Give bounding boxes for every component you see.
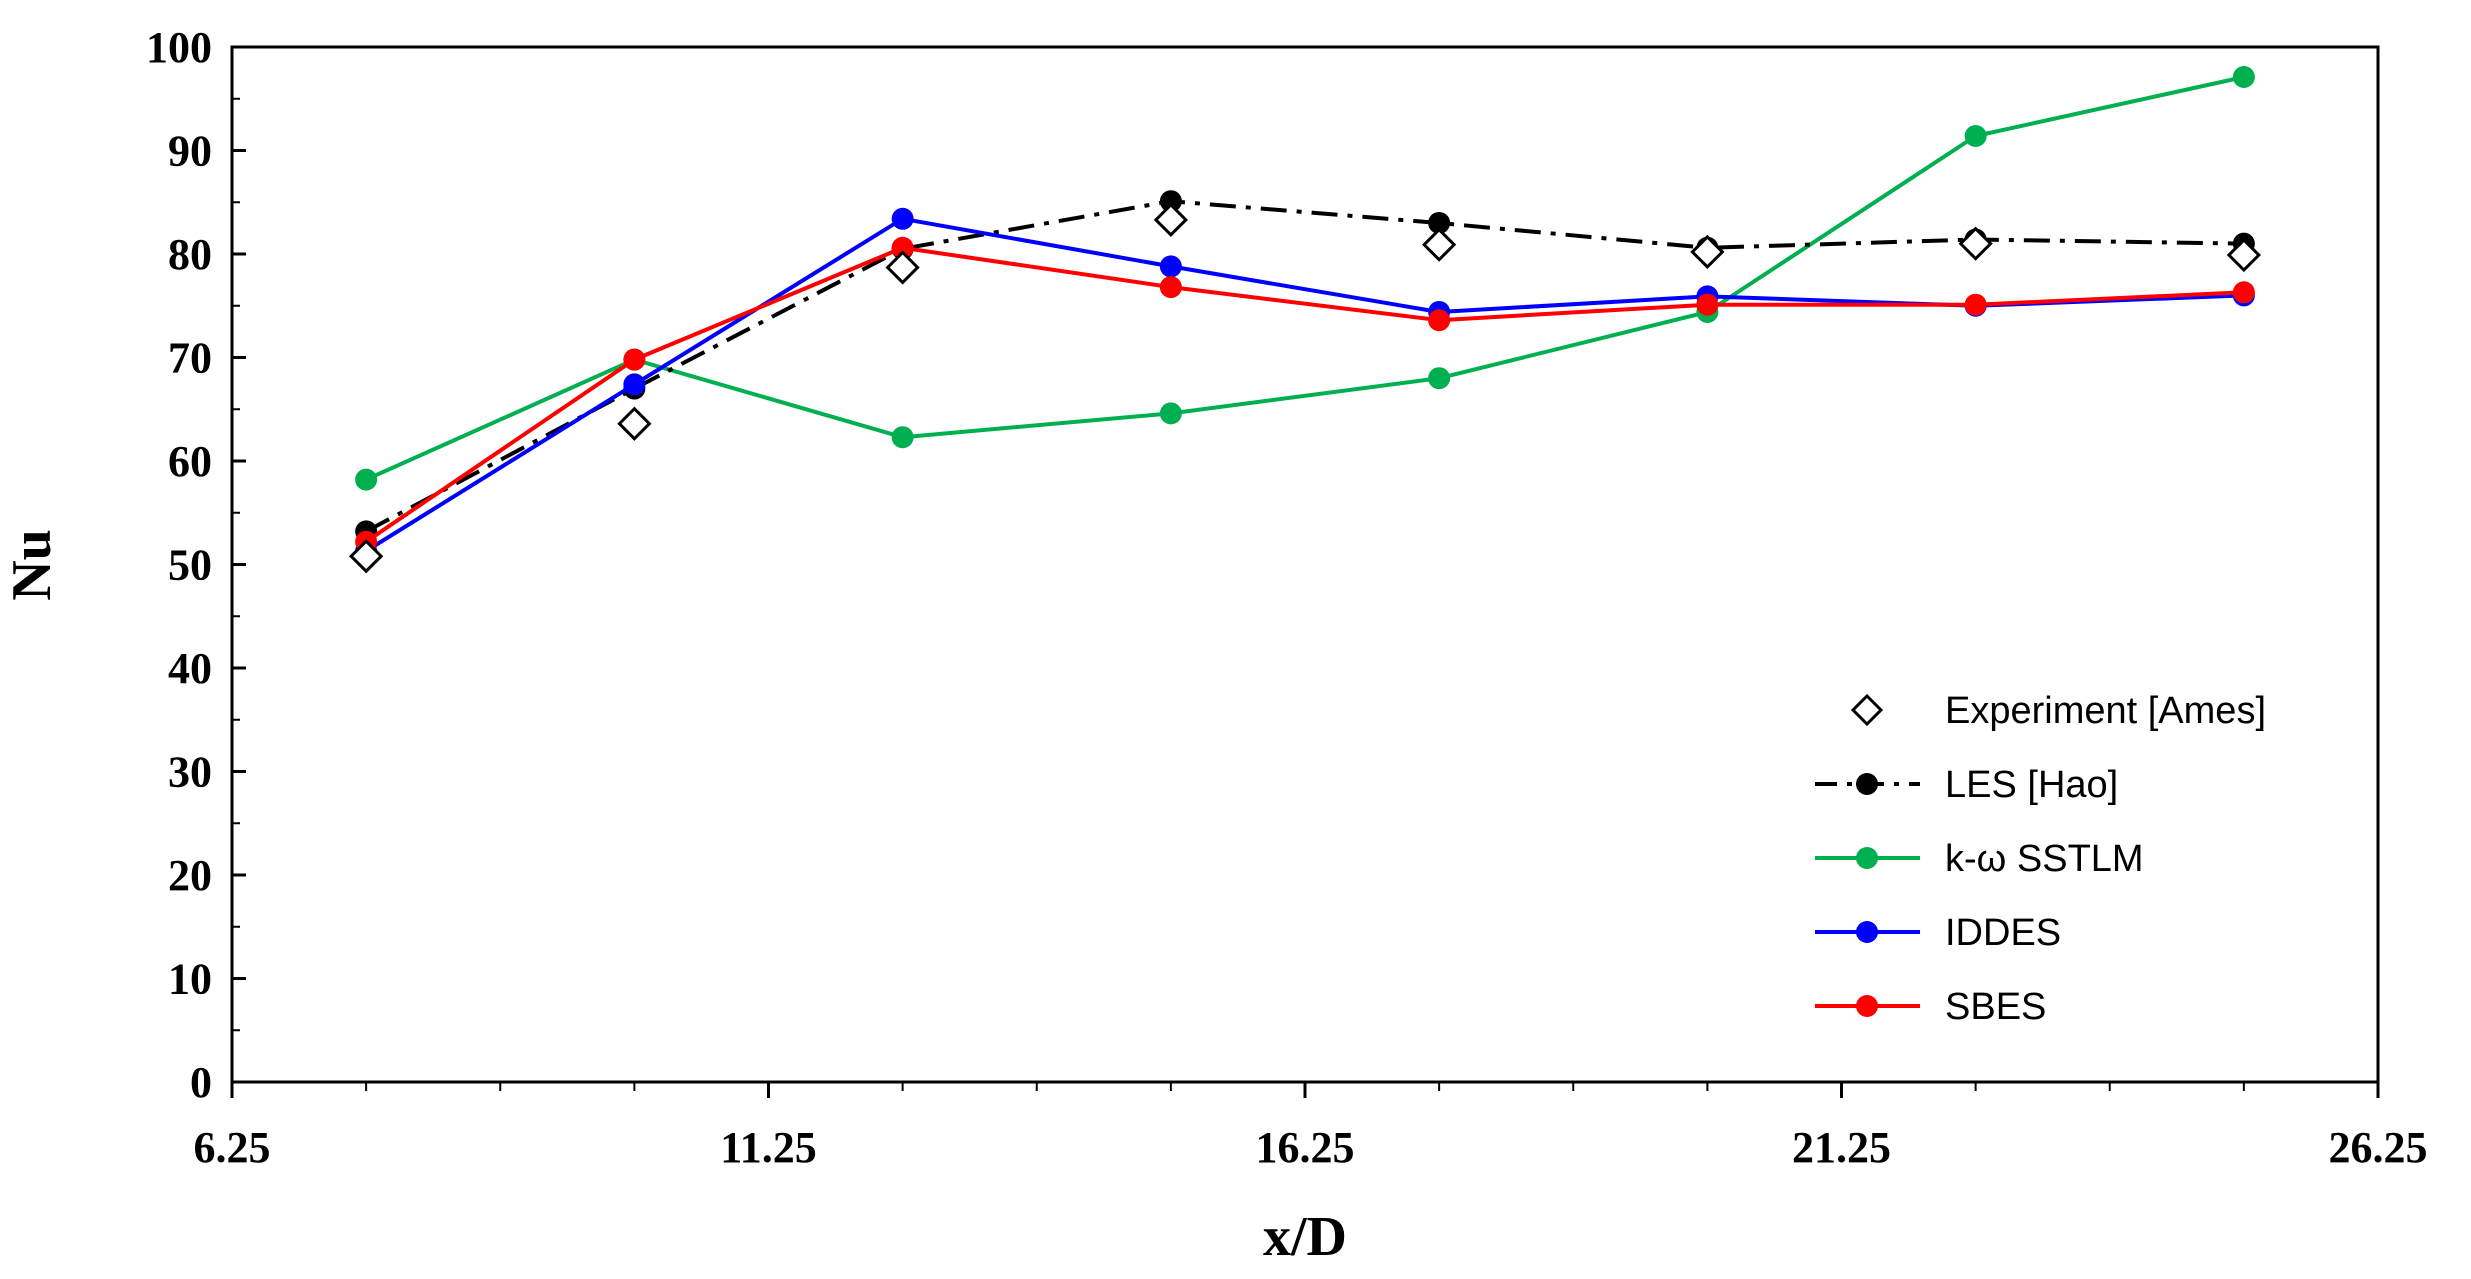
plot-frame (230, 45, 2380, 1084)
data-point (2232, 66, 2255, 89)
y-tick-label: 20 (168, 851, 212, 900)
y-tick-label: 90 (168, 127, 212, 176)
data-point (355, 468, 378, 491)
legend-marker (1856, 847, 1878, 869)
series-line (365, 199, 2244, 534)
legend-marker (1856, 995, 1878, 1017)
data-point (1159, 402, 1182, 425)
x-tick-label: 6.25 (194, 1123, 271, 1172)
legend-item: LES [Hao] (1815, 764, 2118, 806)
data-point (885, 250, 920, 285)
data-point (1422, 227, 1457, 262)
y-axis-title: Nu (1, 529, 63, 601)
legend-marker (1856, 773, 1878, 795)
x-axis: 6.25 11.25 16.25 21.25 26.25 (194, 1082, 2428, 1172)
data-point (1428, 309, 1451, 332)
y-tick-label: 40 (168, 644, 212, 693)
data-point (891, 236, 914, 259)
legend-item: Experiment [Ames] (1850, 690, 2266, 732)
data-point (1159, 276, 1182, 299)
data-point (1690, 234, 1725, 270)
legend-label: SBES (1945, 986, 2046, 1028)
series-experiment-ames (349, 202, 2261, 574)
y-tick-label: 100 (146, 23, 212, 72)
series-layer (349, 66, 2261, 574)
y-tick-label: 80 (168, 230, 212, 279)
x-tick-label: 11.25 (720, 1123, 817, 1172)
x-tick-label: 16.25 (1256, 1123, 1355, 1172)
legend-item: k-ω SSTLM (1815, 838, 2144, 880)
data-point (891, 207, 914, 230)
data-point (1428, 211, 1451, 234)
legend-label: LES [Hao] (1945, 764, 2118, 806)
legend-marker (1856, 921, 1878, 943)
x-axis-title: x/D (1263, 1206, 1347, 1268)
legend-label: IDDES (1945, 912, 2061, 954)
series-line (365, 75, 2245, 482)
y-tick-label: 50 (168, 541, 212, 590)
legend: Experiment [Ames] LES [Hao] k-ω SSTLM IDDES… (1815, 690, 2266, 1028)
y-axis: 0 10 20 30 40 50 60 70 80 90 100 (146, 23, 246, 1107)
legend-label: Experiment [Ames] (1945, 690, 2266, 732)
y-tick-label: 10 (168, 955, 212, 1004)
data-point (891, 426, 914, 449)
data-point (349, 539, 384, 574)
data-point (2232, 281, 2255, 304)
data-point (1153, 202, 1188, 237)
data-point (1159, 190, 1182, 213)
series-line (364, 245, 2244, 544)
data-point (1696, 293, 1719, 316)
data-point (1958, 226, 1993, 261)
data-point (617, 406, 652, 441)
y-tick-label: 70 (168, 334, 212, 383)
x-tick-label: 21.25 (1792, 1123, 1891, 1172)
data-point (2226, 237, 2261, 273)
x-tick-label: 26.25 (2329, 1123, 2428, 1172)
legend-item: SBES (1815, 986, 2046, 1028)
data-point (1964, 293, 1987, 316)
data-point (1964, 125, 1987, 148)
legend-marker (1850, 693, 1884, 727)
data-point (1428, 367, 1451, 390)
legend-label: k-ω SSTLM (1945, 838, 2144, 880)
data-point (623, 348, 646, 371)
data-point (1159, 255, 1182, 278)
y-tick-label: 60 (168, 437, 212, 486)
legend-item: IDDES (1815, 912, 2061, 954)
series-sbes (355, 236, 2255, 553)
data-point (623, 373, 646, 396)
y-tick-label: 30 (168, 748, 212, 797)
y-tick-label: 0 (190, 1058, 212, 1107)
